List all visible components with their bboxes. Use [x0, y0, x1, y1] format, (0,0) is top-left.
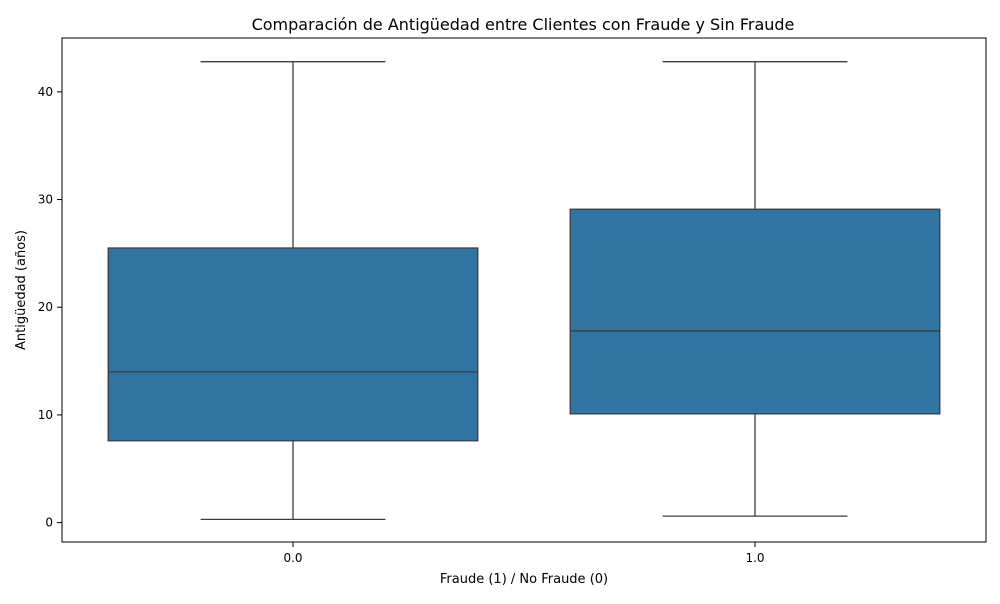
y-tick-label-3: 30	[38, 193, 53, 207]
plot-area: 0.0 1.0 0 10 20 30 40	[38, 61, 941, 565]
y-axis-label: Antigüedad (años)	[14, 230, 29, 350]
x-tick-label-0: 0.0	[283, 551, 302, 565]
x-axis-label: Fraude (1) / No Fraude (0)	[440, 572, 608, 587]
axes-frame	[61, 37, 987, 543]
box-1	[569, 208, 941, 415]
y-tick-label-0: 0	[45, 516, 53, 530]
x-tick-label-1: 1.0	[745, 551, 764, 565]
y-tick-label-1: 10	[38, 408, 53, 422]
chart-title: Comparación de Antigüedad entre Clientes…	[252, 15, 795, 34]
box-0	[107, 247, 479, 442]
y-tick-label-2: 20	[38, 300, 53, 314]
y-tick-label-4: 40	[38, 85, 53, 99]
